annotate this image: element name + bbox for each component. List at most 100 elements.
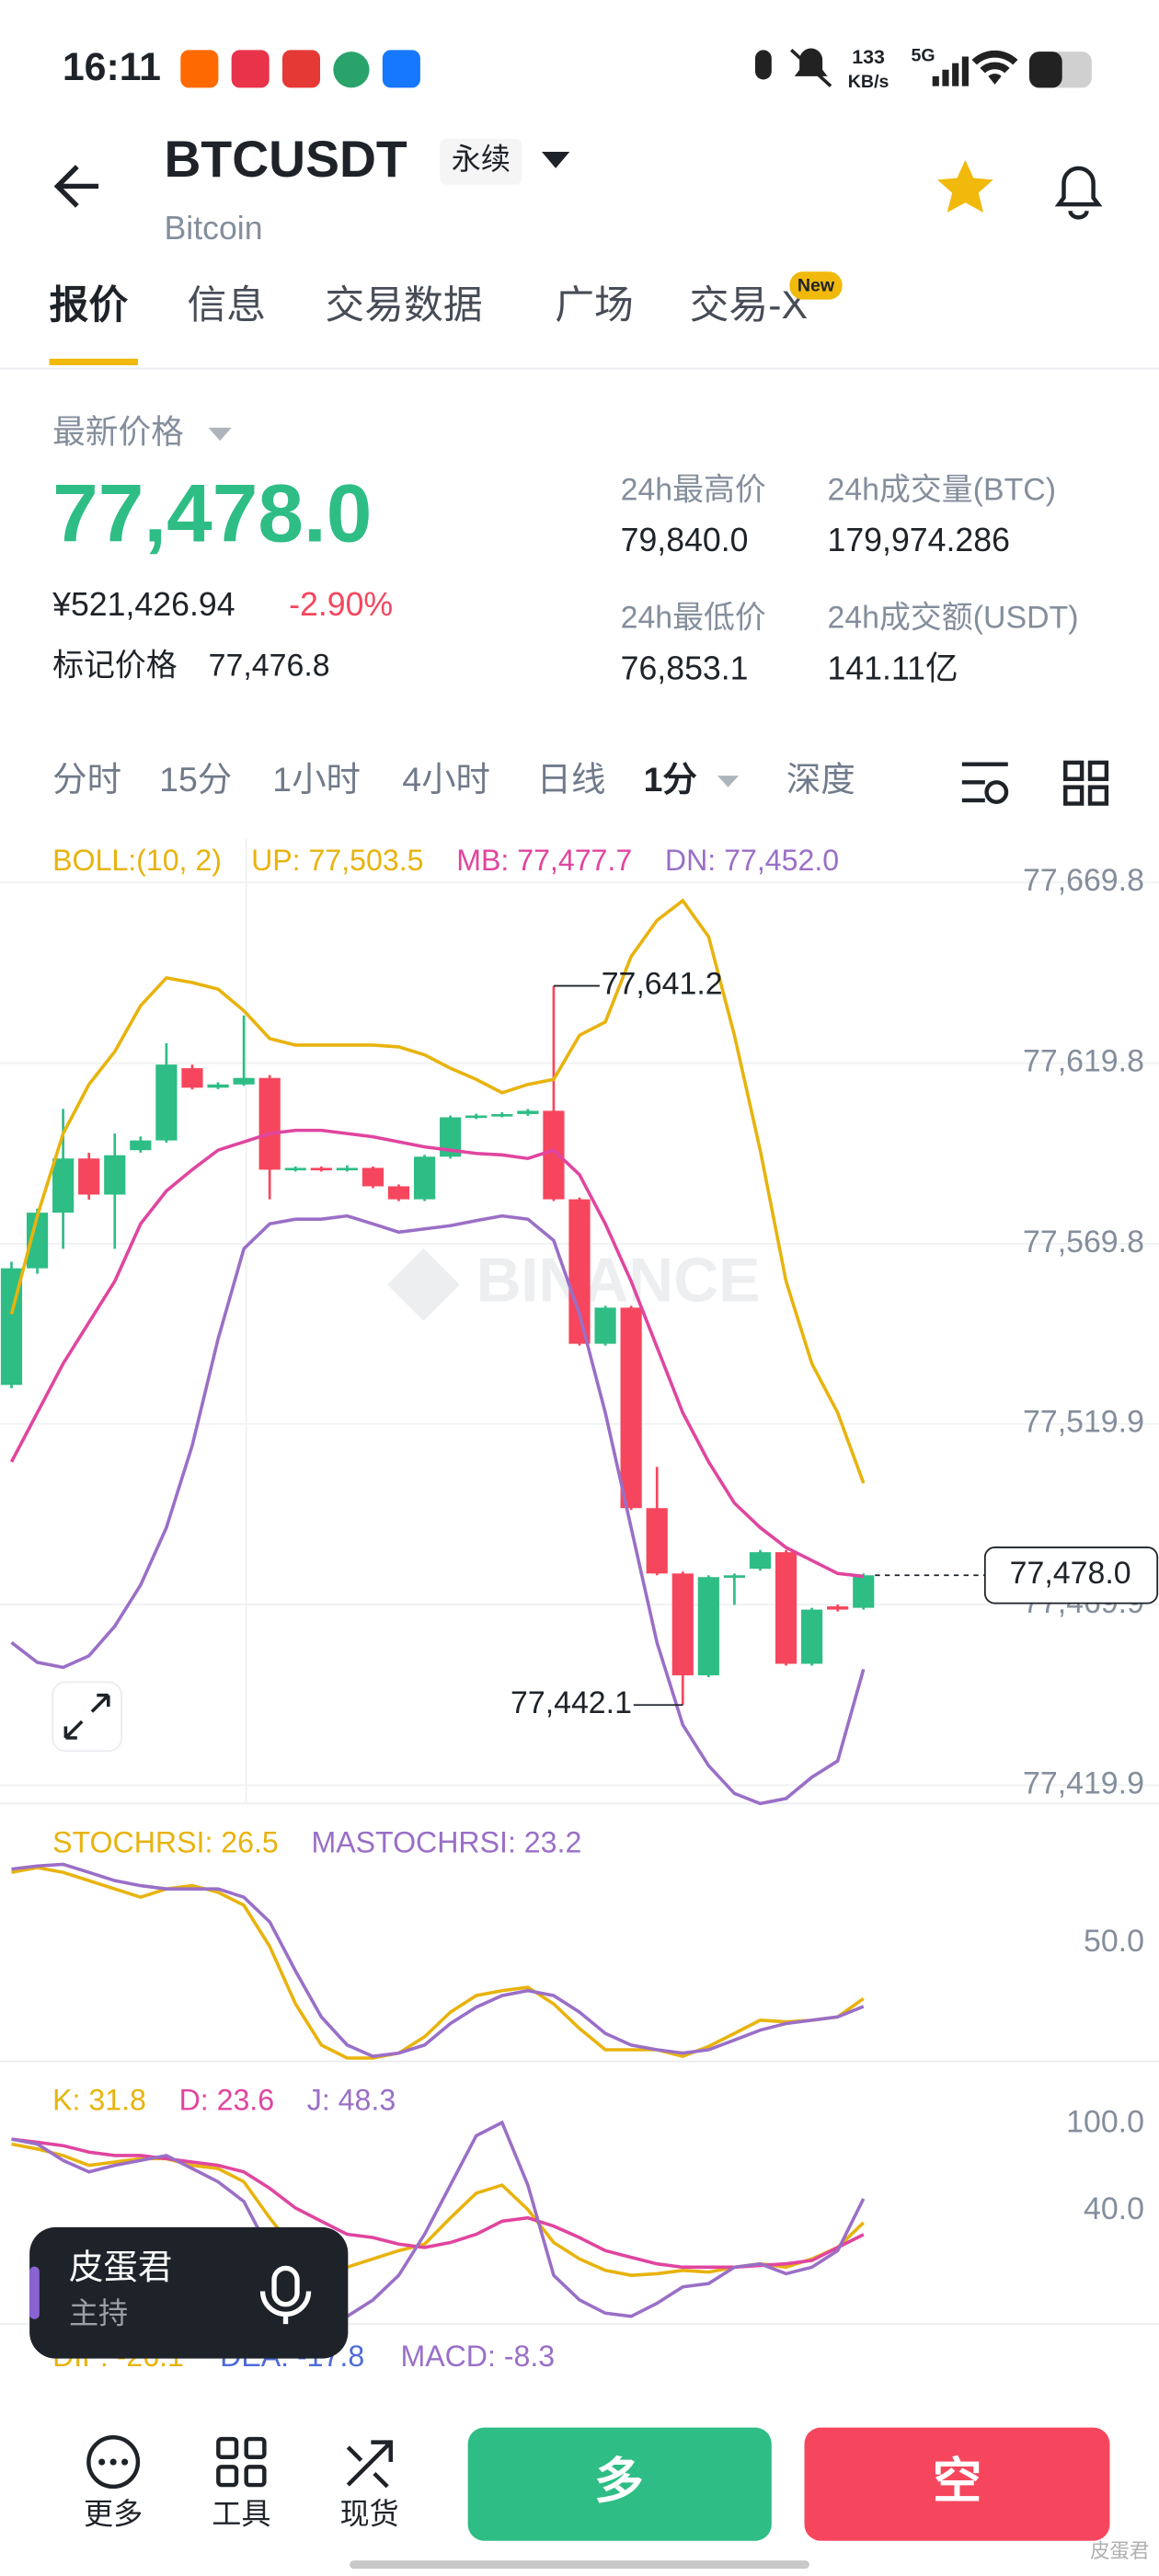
tab[interactable]: 信息: [187, 283, 266, 328]
chart-panel: 100.0 40.0 K: 31.8 D: 23.6 J: 48.3: [0, 2084, 1159, 2326]
net-speed-unit: KB/s: [848, 72, 889, 92]
indicator-line: [11, 1862, 865, 2059]
spot-icon[interactable]: [346, 2440, 393, 2489]
host-name: 皮蛋君: [69, 2248, 172, 2286]
legend-item: K: 31.8: [52, 2084, 146, 2117]
interval-option[interactable]: 日线: [537, 760, 606, 799]
chart-panel: 50.0 STOCHRSI: 26.5 MASTOCHRSI: 23.2: [0, 1825, 1159, 2063]
interval-option[interactable]: 1分: [644, 760, 697, 799]
candle-body: [284, 1167, 306, 1171]
candle-body: [258, 1077, 281, 1170]
nav-label[interactable]: 更多: [84, 2497, 143, 2530]
current-price-tag: [983, 1547, 1159, 1604]
interval-bar: 分时 15分 1小时 4小时 日线 1分 深度: [52, 760, 855, 799]
status-time: 16:11: [63, 45, 161, 89]
interval-dropdown[interactable]: [717, 776, 740, 788]
candle-body: [491, 1113, 513, 1117]
legend-item: D: 23.6: [179, 2084, 275, 2117]
tab[interactable]: 报价: [50, 283, 129, 328]
stat-label: 24h最高价: [621, 472, 766, 507]
candle-body: [827, 1606, 849, 1610]
candle-body: [52, 1158, 75, 1213]
candle-body: [749, 1552, 772, 1570]
candle-body: [310, 1167, 332, 1171]
candle-body: [646, 1508, 668, 1574]
legend-item: DN: 77,452.0: [665, 844, 839, 877]
host-marker: [29, 2266, 40, 2319]
candle-body: [413, 1156, 436, 1200]
low-label: 77,442.1: [511, 1685, 632, 1720]
charts: BINANCE 77,641.2 77,442.1 77,669.8 77,619.8 7…: [0, 837, 1159, 2326]
candle-body: [517, 1110, 539, 1114]
macd-legend-item: MACD: -8.3: [400, 2340, 555, 2373]
contract-badge: [440, 138, 522, 185]
asset-name: Bitcoin: [164, 210, 262, 247]
candle-body: [78, 1158, 100, 1195]
candle-body: [387, 1186, 410, 1200]
candle-body: [620, 1307, 642, 1509]
last-price-label: 最新价格: [52, 413, 184, 450]
current-price-label: 77,478.0: [1010, 1556, 1131, 1591]
candle-body: [775, 1552, 798, 1664]
nav-label[interactable]: 现货: [339, 2497, 398, 2530]
short-button-label[interactable]: 空: [933, 2455, 982, 2509]
status-icons: [754, 48, 1092, 88]
tools-icon[interactable]: [216, 2436, 267, 2488]
indicator-line: [11, 2120, 866, 2318]
nav-label[interactable]: 工具: [212, 2497, 270, 2530]
candle-body: [465, 1115, 488, 1119]
stat-value: 79,840.0: [621, 522, 749, 558]
tab[interactable]: 广场: [555, 283, 634, 328]
chart-settings-icon[interactable]: [961, 762, 1009, 804]
y-tick-label: 100.0: [1066, 2104, 1144, 2139]
interval-option[interactable]: 15分: [159, 760, 232, 799]
high-label: 77,641.2: [602, 967, 723, 1002]
back-button[interactable]: [53, 165, 99, 208]
favorite-star[interactable]: [937, 159, 993, 213]
fullscreen-icon: [63, 1693, 110, 1740]
y-tick-label: 77,419.9: [1023, 1765, 1144, 1800]
corner-watermark: 皮蛋君: [1090, 2540, 1149, 2562]
short-button[interactable]: [804, 2427, 1110, 2541]
tab[interactable]: 交易-X: [690, 283, 808, 328]
app-icons: [180, 50, 420, 88]
candle-body: [543, 1110, 565, 1200]
cny-price: ¥521,426.94: [52, 586, 235, 623]
long-button[interactable]: [467, 2427, 772, 2541]
interval-option[interactable]: 1小时: [272, 760, 361, 799]
candle-body: [233, 1077, 255, 1085]
candle-body: [155, 1064, 178, 1141]
contract-type: 永续: [452, 143, 511, 176]
y-tick-label: 77,669.8: [1023, 863, 1144, 898]
alert-bell[interactable]: [1054, 166, 1103, 220]
more-icon[interactable]: [86, 2435, 141, 2490]
interval-option[interactable]: 深度: [786, 760, 855, 799]
interval-option[interactable]: 分时: [52, 760, 121, 799]
candle-body: [130, 1140, 152, 1151]
mic-icon[interactable]: [259, 2265, 312, 2325]
stat-label: 24h成交量(BTC): [827, 472, 1056, 507]
tab[interactable]: 交易数据: [325, 283, 482, 328]
indicator-label: BOLL:(10, 2): [52, 844, 222, 877]
new-badge-text: New: [798, 276, 835, 296]
candle-body: [26, 1213, 49, 1269]
price-dropdown[interactable]: [208, 427, 232, 442]
host-overlay[interactable]: [29, 2226, 349, 2359]
long-button-label[interactable]: 多: [594, 2455, 644, 2509]
indicator-line: [9, 1128, 864, 1579]
symbol-dropdown[interactable]: [541, 151, 570, 168]
watermark: BINANCE: [476, 1246, 761, 1315]
indicator-line: [9, 898, 866, 1484]
fullscreen-button[interactable]: [52, 1681, 122, 1753]
interval-option[interactable]: 4小时: [402, 760, 490, 799]
indicator-line: [10, 1213, 866, 1806]
candle-body: [697, 1577, 719, 1676]
stat-label: 24h最低价: [621, 601, 766, 636]
bottom-nav: 更多 工具 现货: [84, 2497, 399, 2530]
layout-icon[interactable]: [1063, 760, 1109, 806]
candle-body: [104, 1155, 126, 1195]
candle-body: [181, 1068, 203, 1088]
y-tick-label: 77,569.8: [1023, 1225, 1144, 1259]
legend-item: MASTOCHRSI: 23.2: [311, 1825, 581, 1858]
chart-panel: BINANCE 77,641.2 77,442.1 77,669.8 77,619.8 7…: [0, 837, 1159, 1806]
